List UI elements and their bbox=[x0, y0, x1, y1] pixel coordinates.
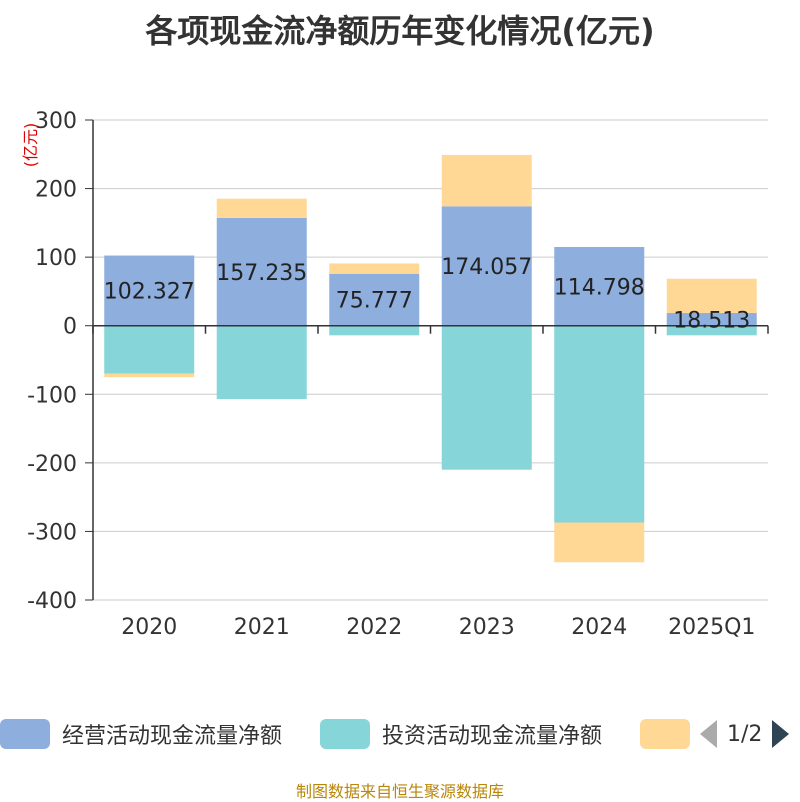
y-tick-label: -200 bbox=[27, 452, 77, 477]
y-tick-label: 0 bbox=[63, 315, 77, 340]
y-tick-label: -100 bbox=[27, 383, 77, 408]
y-tick-label: -300 bbox=[27, 520, 77, 545]
bar-operating bbox=[216, 217, 307, 326]
x-tick-label: 2020 bbox=[121, 615, 177, 640]
y-tick-label: 100 bbox=[35, 246, 77, 271]
x-tick-label: 2021 bbox=[234, 615, 290, 640]
bar-financing bbox=[216, 198, 307, 218]
y-tick-label: 300 bbox=[35, 109, 77, 134]
legend: 经营活动现金流量净额 投资活动现金流量净额 1/2 bbox=[0, 716, 800, 752]
x-tick-label: 2023 bbox=[459, 615, 515, 640]
data-label: 157.235 bbox=[216, 261, 307, 286]
x-tick-label: 2022 bbox=[346, 615, 402, 640]
y-tick-label: -400 bbox=[27, 589, 77, 614]
bar-investing bbox=[554, 325, 645, 523]
pager-text: 1/2 bbox=[727, 721, 763, 747]
pager-next-icon[interactable] bbox=[772, 720, 790, 748]
y-axis-unit-label: (亿元) bbox=[21, 123, 40, 168]
data-label: 18.513 bbox=[673, 308, 750, 333]
legend-item-investing[interactable]: 投资活动现金流量净额 bbox=[320, 716, 602, 752]
bar-investing bbox=[441, 325, 532, 470]
bar-financing bbox=[554, 522, 645, 563]
legend-swatch-investing bbox=[320, 719, 370, 749]
pager-prev-icon[interactable] bbox=[700, 720, 717, 748]
bar-financing bbox=[104, 373, 195, 378]
legend-label-investing: 投资活动现金流量净额 bbox=[382, 724, 603, 749]
bar-operating bbox=[666, 313, 757, 326]
bar-investing bbox=[666, 325, 757, 336]
bar-financing bbox=[329, 263, 420, 274]
data-label: 75.777 bbox=[336, 289, 413, 314]
x-tick-label: 2025Q1 bbox=[668, 615, 755, 640]
bar-investing bbox=[329, 325, 420, 336]
y-tick-label: 200 bbox=[35, 178, 77, 203]
bar-financing bbox=[666, 278, 757, 314]
legend-item-operating[interactable]: 经营活动现金流量净额 bbox=[0, 716, 282, 752]
legend-pager: 1/2 bbox=[700, 716, 790, 752]
data-label: 114.798 bbox=[554, 275, 645, 300]
bar-investing bbox=[104, 325, 195, 374]
chart-title: 各项现金流净额历年变化情况(亿元) bbox=[145, 12, 655, 50]
data-label: 174.057 bbox=[441, 255, 532, 280]
bar-operating bbox=[554, 246, 645, 326]
legend-label-operating: 经营活动现金流量净额 bbox=[62, 724, 283, 749]
bar-investing bbox=[216, 325, 307, 400]
source-note: 制图数据来自恒生聚源数据库 bbox=[295, 782, 504, 801]
x-tick-label: 2024 bbox=[571, 615, 627, 640]
legend-item-financing[interactable] bbox=[640, 716, 690, 752]
data-label: 102.327 bbox=[104, 280, 195, 305]
legend-swatch-operating bbox=[0, 719, 50, 749]
bar-operating bbox=[104, 255, 195, 326]
bar-financing bbox=[441, 154, 532, 207]
bar-operating bbox=[329, 273, 420, 326]
bar-operating bbox=[441, 206, 532, 326]
legend-swatch-financing bbox=[640, 719, 690, 749]
